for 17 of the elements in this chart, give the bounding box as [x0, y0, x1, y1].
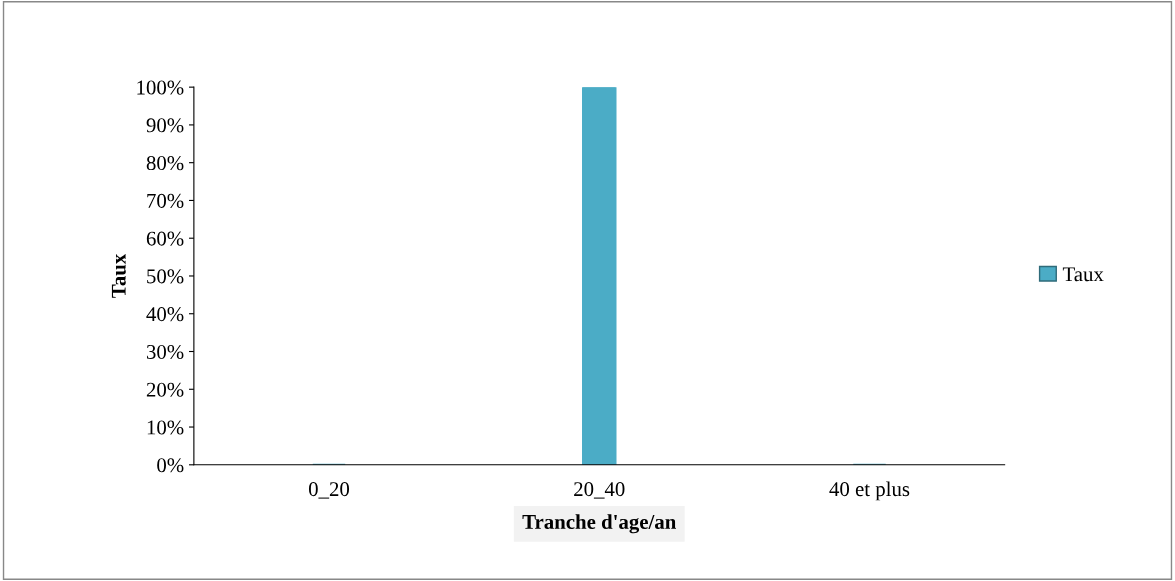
- y-tick-label: 60%: [146, 231, 184, 246]
- y-tick-label: 0%: [157, 458, 184, 473]
- y-tick-label: 90%: [146, 118, 184, 133]
- y-tick-label: 30%: [146, 344, 184, 360]
- x-tick-label: 20_40: [574, 482, 625, 499]
- y-tick-label: 100%: [137, 80, 184, 95]
- legend-label: Taux: [1062, 267, 1104, 282]
- x-tick-label: 40 et plus: [829, 481, 910, 501]
- y-tick-label: 40%: [146, 307, 184, 322]
- y-tick-label: 70%: [147, 193, 184, 208]
- y-tick-label: 80%: [146, 156, 184, 171]
- x-tick-label: 0_20: [308, 482, 350, 499]
- y-tick-label: 20%: [146, 382, 184, 397]
- y-tick-label: 50%: [147, 269, 184, 284]
- x-axis-title: Tranche d'age/an: [522, 514, 677, 534]
- y-axis-title: Taux: [111, 253, 126, 298]
- y-tick-label: 10%: [147, 420, 184, 435]
